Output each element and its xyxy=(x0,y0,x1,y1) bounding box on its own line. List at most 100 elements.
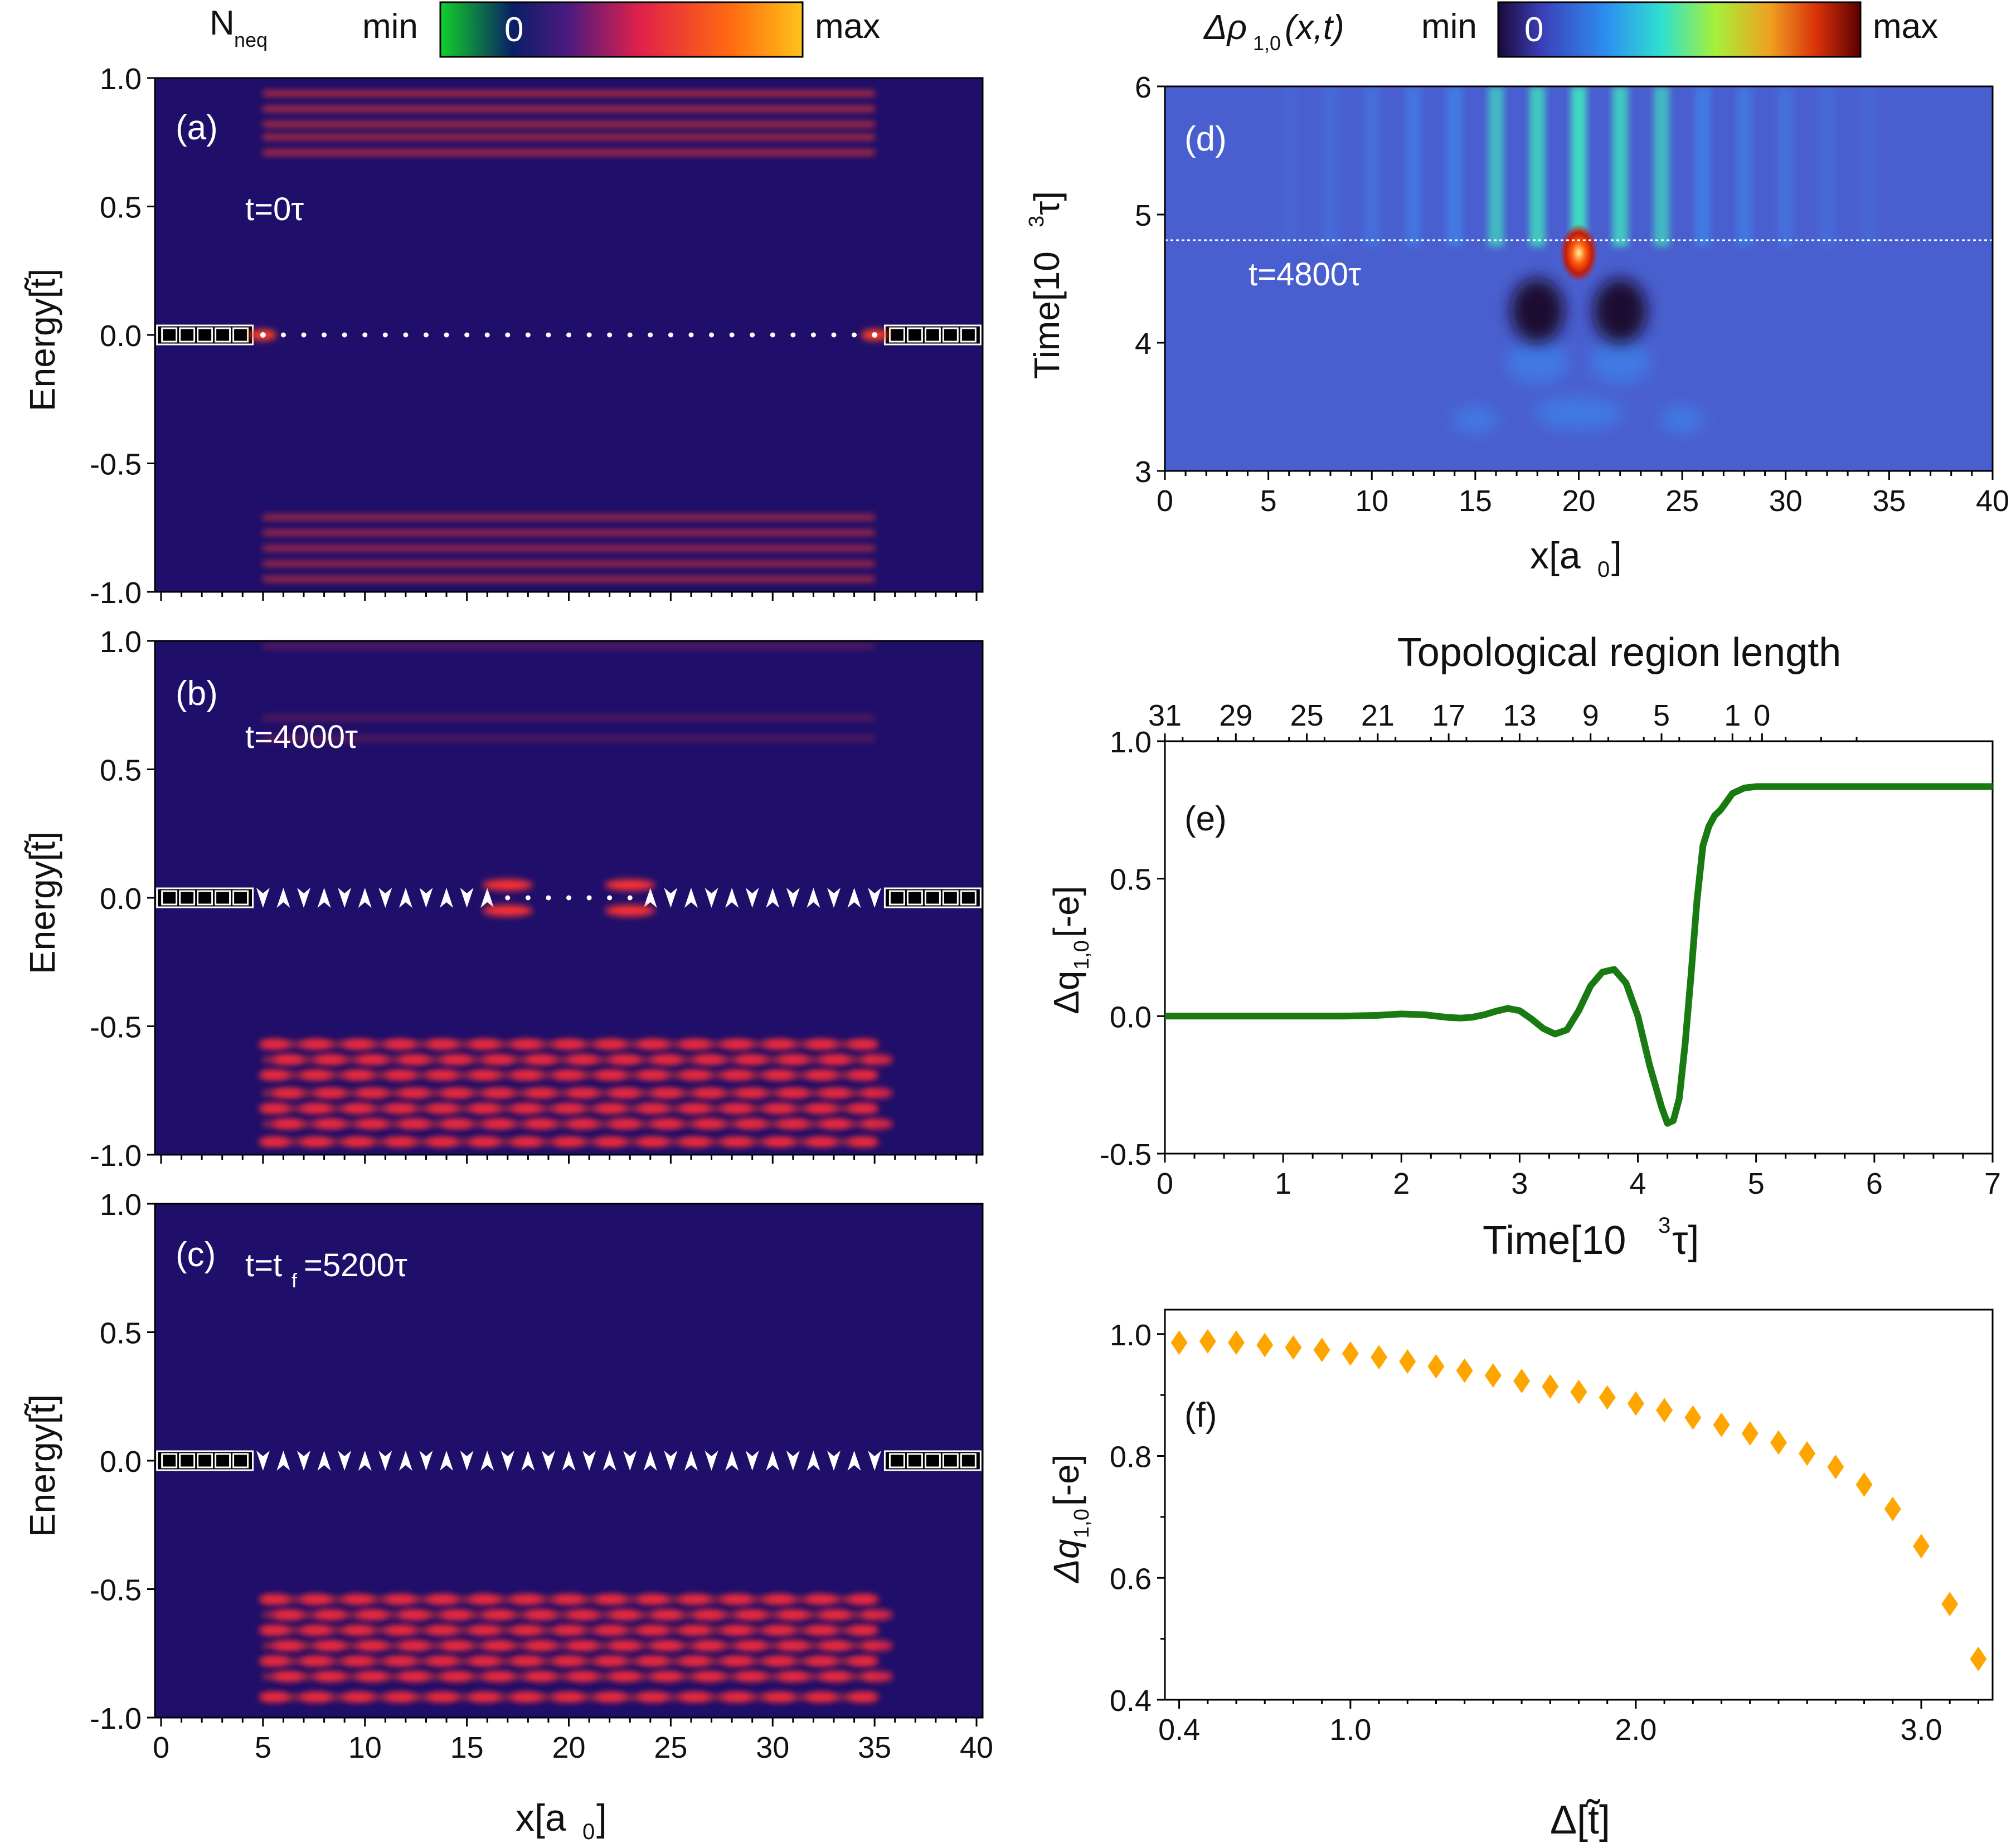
band-blob xyxy=(399,1118,430,1129)
band-blob xyxy=(258,1594,290,1604)
spin-up-arrow xyxy=(317,888,331,908)
site-dot xyxy=(382,332,388,338)
band-blob xyxy=(778,1671,809,1682)
y-tick-label: 5 xyxy=(1135,199,1152,232)
band-blob xyxy=(469,1692,501,1703)
panel-b-time: t=4000τ xyxy=(245,719,358,755)
spin-down-arrow xyxy=(460,1451,474,1471)
panel-e-ylabel-pre: Δq xyxy=(1046,971,1086,1014)
panel-e-ylabel-sub: 1,0 xyxy=(1070,940,1094,970)
band-blob xyxy=(805,1136,837,1147)
data-point-diamond xyxy=(1228,1330,1245,1355)
band-blob xyxy=(342,1692,374,1703)
panel-f-ylabel-pre: Δq xyxy=(1046,1539,1086,1584)
panel-c-xlabel: x[a xyxy=(516,1797,566,1839)
band-blob xyxy=(567,1640,599,1651)
trivial-site-square xyxy=(179,327,196,343)
band-blob xyxy=(805,1070,837,1081)
band-blob xyxy=(426,1625,458,1636)
band-blob xyxy=(553,1103,585,1114)
site-dot xyxy=(586,332,592,338)
spin-up-arrow xyxy=(440,888,454,908)
panel-d-axes: 3 4 5 6 0 5 10 15 20 25 30 35 40 xyxy=(1135,71,2009,518)
band-blob xyxy=(651,1671,683,1682)
trivial-site-square xyxy=(924,327,941,343)
panel-c-bands xyxy=(258,1594,893,1703)
y-tick-label: 0.5 xyxy=(100,754,142,787)
spin-down-arrow xyxy=(541,1451,555,1471)
panel-a-ylabel: Energy[t̃] xyxy=(22,269,62,411)
spin-down-arrow xyxy=(419,888,433,908)
band-blob xyxy=(483,1609,514,1620)
interference-stripe xyxy=(1281,86,1297,247)
band-blob xyxy=(426,1136,458,1147)
site-dot xyxy=(566,895,571,901)
data-point-diamond xyxy=(1199,1329,1216,1354)
band-blob xyxy=(609,1609,641,1620)
panel-c-tag: (c) xyxy=(176,1236,216,1274)
trivial-site-square xyxy=(161,327,178,343)
x-tick-label: 5 xyxy=(1748,1167,1765,1200)
band-blob xyxy=(258,1103,290,1114)
band-blob xyxy=(483,1671,514,1682)
spin-down-arrow xyxy=(827,888,841,908)
band-blob xyxy=(637,1656,669,1666)
band-blob xyxy=(679,1039,711,1049)
trivial-site-square xyxy=(924,890,941,906)
spin-down-arrow xyxy=(705,1451,718,1471)
trivial-site-square xyxy=(906,1453,923,1468)
trivial-site-square xyxy=(888,890,905,906)
band-blob xyxy=(805,1594,837,1604)
panel-e-frame xyxy=(1164,740,1994,1155)
band-blob xyxy=(524,1054,556,1065)
band-blob xyxy=(511,1594,542,1604)
panel-c-ylabel: Energy[t̃] xyxy=(22,1394,62,1537)
spin-up-arrow xyxy=(521,1451,535,1471)
site-dot xyxy=(709,332,715,338)
band-blob xyxy=(735,1088,767,1098)
band-blob xyxy=(778,1640,809,1651)
y-tick-label: -0.5 xyxy=(90,1574,142,1607)
top-tick-label: 31 xyxy=(1148,699,1182,732)
band-blob xyxy=(342,1625,374,1636)
band-line xyxy=(263,576,875,581)
density-feature xyxy=(1453,406,1498,434)
panel-d-ylabel-pre: Time[10 xyxy=(1027,251,1067,379)
y-tick-label: 0.4 xyxy=(1110,1684,1152,1718)
panel-f-frame xyxy=(1164,1309,1994,1701)
trivial-site-square xyxy=(960,890,977,906)
y-tick-label: 1.0 xyxy=(100,1188,142,1222)
site-dot xyxy=(525,895,531,901)
site-dot xyxy=(546,332,551,338)
band-line xyxy=(263,150,875,155)
band-blob xyxy=(356,1118,388,1129)
spin-up-arrow xyxy=(440,1451,454,1471)
band-blob xyxy=(483,1118,514,1129)
trivial-site-square xyxy=(232,1453,249,1468)
band-blob xyxy=(848,1656,880,1666)
data-point-diamond xyxy=(1313,1338,1330,1363)
band-blob xyxy=(399,1671,430,1682)
band-blob xyxy=(764,1594,795,1604)
site-dot xyxy=(362,332,368,338)
panel-a-time: t=0τ xyxy=(245,191,304,227)
spin-up-arrow xyxy=(725,888,739,908)
band-blob xyxy=(637,1070,669,1081)
density-dip xyxy=(1593,278,1647,343)
data-point-diamond xyxy=(1656,1398,1673,1423)
data-point-diamond xyxy=(1427,1354,1445,1379)
band-blob xyxy=(524,1118,556,1129)
band-blob xyxy=(721,1103,753,1114)
site-dot xyxy=(280,332,286,338)
band-blob xyxy=(272,1671,304,1682)
site-dot xyxy=(505,895,511,901)
band-blob xyxy=(385,1656,416,1666)
x-tick-label: 5 xyxy=(1260,484,1277,518)
trivial-site-square xyxy=(942,890,959,906)
y-tick-label: -1.0 xyxy=(90,1139,142,1173)
band-blob xyxy=(862,1671,893,1682)
band-line xyxy=(263,91,875,96)
colorbar-nneq-max: max xyxy=(815,7,880,46)
band-blob xyxy=(595,1070,627,1081)
band-blob xyxy=(356,1054,388,1065)
